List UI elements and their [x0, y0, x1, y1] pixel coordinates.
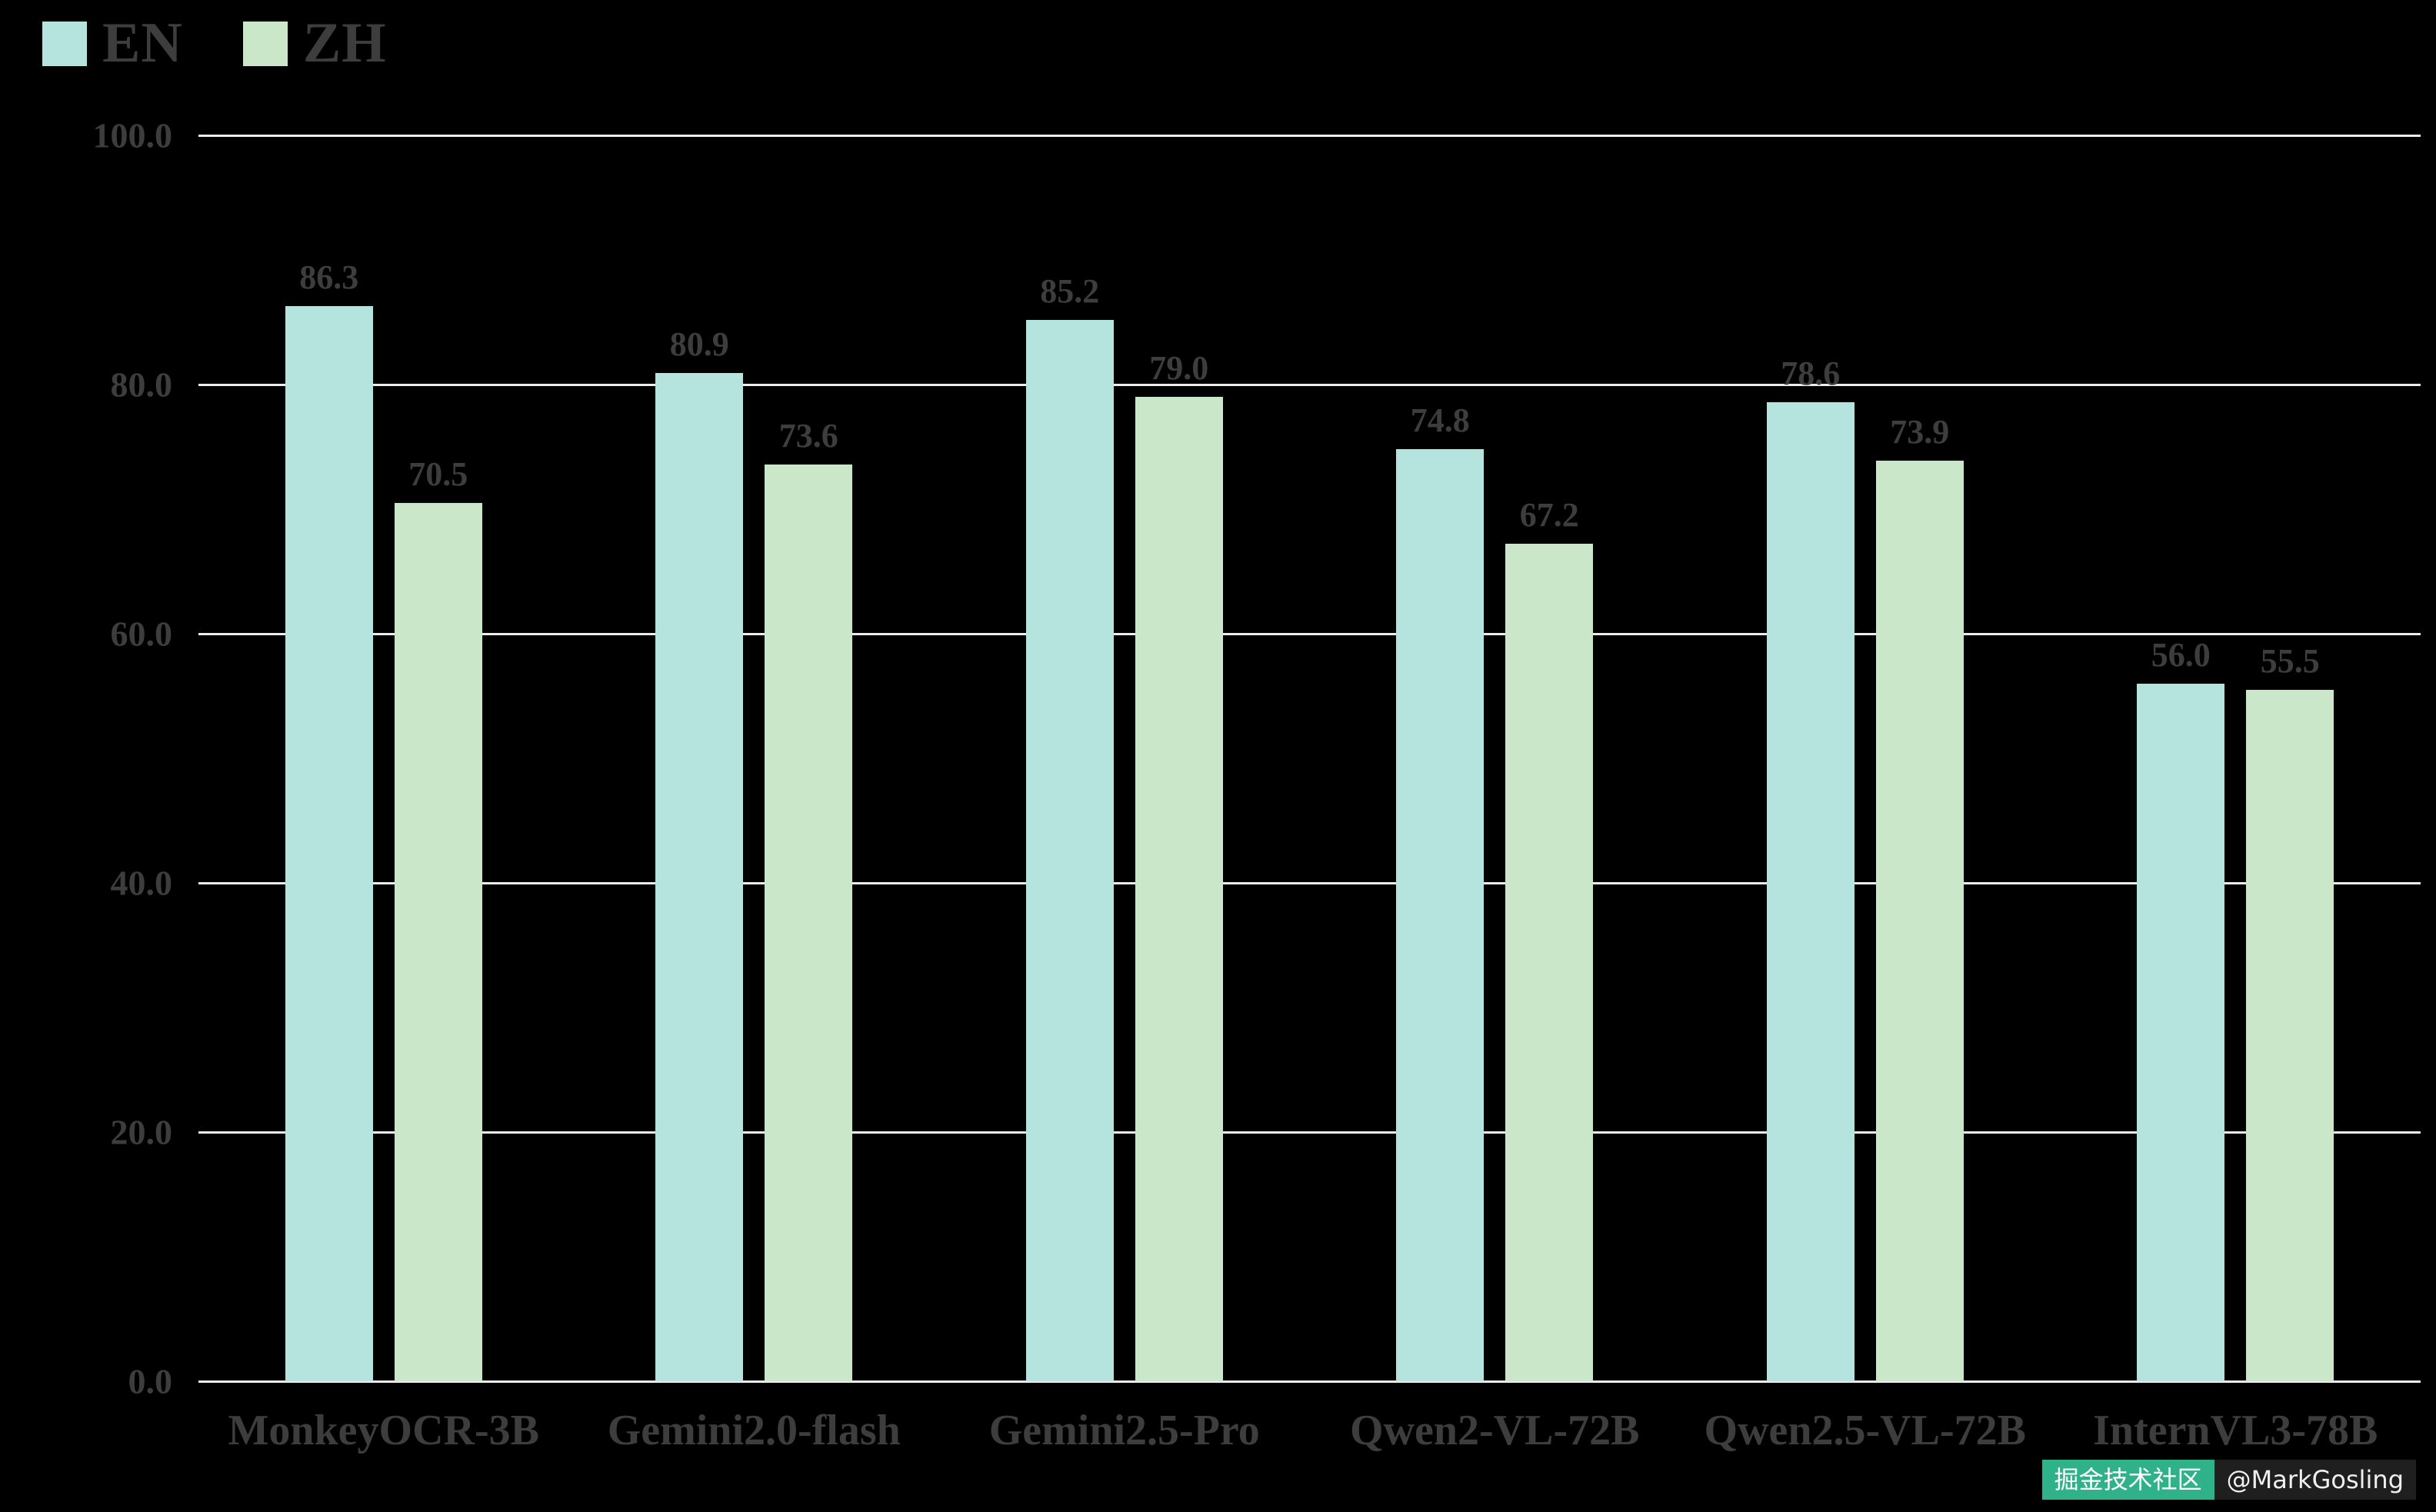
bar-value-label: 86.3 — [299, 258, 359, 296]
bar-wrap-zh: 73.6 — [765, 135, 853, 1381]
bar-value-label: 56.0 — [2151, 635, 2211, 674]
bar-group-5: 78.6 73.9 — [1680, 135, 2051, 1381]
y-tick-label: 0.0 — [128, 1361, 173, 1401]
bar-wrap-zh: 67.2 — [1505, 135, 1594, 1381]
bar-wrap-en: 56.0 — [2137, 135, 2225, 1381]
gridline-20 — [198, 1131, 2421, 1134]
bar-en-Qwen2-VL-72B — [1396, 449, 1485, 1381]
bar-zh-InternVL3-78B — [2246, 689, 2334, 1381]
x-axis-label-5: Qwen2.5-VL-72B — [1704, 1407, 2026, 1454]
bar-wrap-en: 86.3 — [285, 135, 373, 1381]
legend-label: EN — [102, 12, 183, 75]
bar-wrap-zh: 79.0 — [1135, 135, 1223, 1381]
bar-wrap-en: 78.6 — [1766, 135, 1854, 1381]
x-axis-label-4: Qwen2-VL-72B — [1350, 1407, 1640, 1454]
x-axis-label-6: InternVL3-78B — [2093, 1407, 2378, 1454]
y-tick-label: 100.0 — [92, 115, 173, 155]
watermark-badge: 掘金技术社区 — [2041, 1460, 2214, 1500]
bar-groups: 86.3 70.5 80.9 73.6 85.2 79.0 74.8 67.2 78.6 73.9… — [198, 135, 2421, 1381]
bar-wrap-zh: 70.5 — [394, 135, 482, 1381]
bar-wrap-en: 74.8 — [1396, 135, 1485, 1381]
x-axis-label-1: MonkeyOCR-3B — [228, 1407, 539, 1454]
bar-zh-Qwen2.5-VL-72B — [1875, 460, 1964, 1381]
bar-wrap-en: 80.9 — [655, 135, 744, 1381]
bar-value-label: 74.8 — [1410, 401, 1470, 440]
x-axis-label-3: Gemini2.5-Pro — [988, 1407, 1260, 1454]
legend-swatch-zh — [242, 21, 288, 66]
bar-en-InternVL3-78B — [2137, 683, 2225, 1381]
bar-zh-Qwen2-VL-72B — [1505, 544, 1594, 1381]
legend-label: ZH — [302, 12, 387, 75]
bar-en-Qwen2.5-VL-72B — [1766, 401, 1854, 1381]
bar-en-Gemini2.5-Pro — [1025, 319, 1114, 1381]
bar-value-label: 73.9 — [1890, 412, 1950, 451]
watermark: 掘金技术社区 @MarkGosling — [2041, 1460, 2416, 1500]
bar-group-4: 74.8 67.2 — [1310, 135, 1681, 1381]
y-tick-label: 40.0 — [110, 863, 173, 903]
bar-value-label: 55.5 — [2260, 641, 2320, 680]
gridline-100 — [198, 135, 2421, 137]
bar-value-label: 70.5 — [408, 455, 468, 493]
bar-value-label: 80.9 — [669, 325, 729, 364]
gridline-60 — [198, 633, 2421, 635]
bar-value-label: 73.6 — [778, 416, 838, 455]
bar-group-6: 56.0 55.5 — [2051, 135, 2421, 1381]
bar-group-3: 85.2 79.0 — [939, 135, 1310, 1381]
bar-value-label: 79.0 — [1149, 349, 1209, 388]
y-tick-label: 20.0 — [110, 1112, 173, 1152]
bar-wrap-en: 85.2 — [1025, 135, 1114, 1381]
gridline-80 — [198, 384, 2421, 386]
bar-wrap-zh: 55.5 — [2246, 135, 2334, 1381]
y-tick-label: 60.0 — [110, 614, 173, 654]
bar-en-MonkeyOCR-3B — [285, 305, 373, 1381]
bar-wrap-zh: 73.9 — [1875, 135, 1964, 1381]
gridline-40 — [198, 882, 2421, 884]
bar-value-label: 67.2 — [1519, 496, 1579, 535]
x-axis-label-2: Gemini2.0-flash — [607, 1407, 901, 1454]
bar-zh-MonkeyOCR-3B — [394, 502, 482, 1381]
bar-group-2: 80.9 73.6 — [569, 135, 940, 1381]
bar-zh-Gemini2.0-flash — [765, 464, 853, 1381]
legend-item-en: EN — [42, 11, 183, 76]
x-axis-labels: MonkeyOCR-3B Gemini2.0-flash Gemini2.5-Pro… — [198, 1406, 2421, 1455]
y-tick-label: 80.0 — [110, 365, 173, 405]
plot-area: 100.0 80.0 60.0 40.0 20.0 0.0 86.3 70.5 80.9 73.6… — [93, 116, 2421, 1401]
bar-zh-Gemini2.5-Pro — [1135, 397, 1223, 1381]
watermark-handle: @MarkGosling — [2214, 1460, 2416, 1500]
gridline-0 — [198, 1380, 2421, 1383]
legend: EN ZH — [42, 11, 387, 76]
bar-value-label: 78.6 — [1781, 354, 1841, 392]
bar-value-label: 85.2 — [1040, 271, 1100, 310]
bar-group-1: 86.3 70.5 — [198, 135, 569, 1381]
legend-swatch-en — [42, 21, 87, 66]
bar-en-Gemini2.0-flash — [655, 373, 744, 1381]
legend-item-zh: ZH — [242, 11, 387, 76]
